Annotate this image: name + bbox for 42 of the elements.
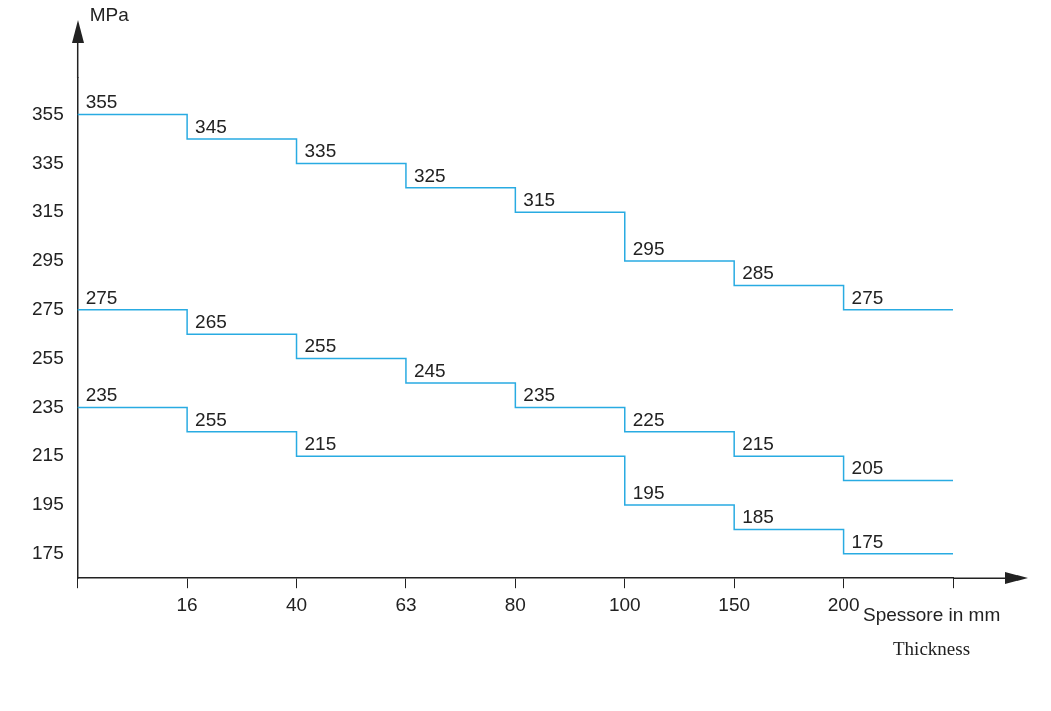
y-tick-label: 175 [32,542,64,564]
data-label: 235 [523,384,556,406]
data-label: 335 [304,140,337,162]
x-tick-label: 40 [285,593,308,615]
y-axis-title: MPa [89,4,130,26]
y-tick-label: 235 [32,395,64,417]
y-tick-label: 215 [32,444,64,466]
text: Thickness [893,637,971,659]
y-tick-label: 335 [32,151,64,173]
data-label: 275 [85,286,118,308]
data-label: 215 [304,432,337,454]
data-label: 325 [413,164,446,186]
x-tick-label: 150 [718,593,751,615]
data-label: 295 [632,237,665,259]
data-label: 235 [85,384,118,406]
x-tick-label: 63 [395,593,417,615]
data-label: 285 [742,262,774,284]
data-label: 185 [742,506,774,528]
data-label: 225 [632,408,665,430]
data-label: 265 [195,310,227,332]
x-tick-label: 16 [176,593,198,615]
data-label: 215 [742,432,774,454]
y-tick-label: 275 [32,298,64,320]
y-tick-label: 315 [32,200,64,222]
data-label: 355 [85,91,118,113]
annotation: 255 [195,408,227,430]
data-label: 245 [413,359,446,381]
y-tick-label: 255 [32,346,64,368]
data-label: 195 [632,481,665,503]
data-label: 315 [523,188,556,210]
x-tick-label: 80 [504,593,526,615]
x-tick-label: 100 [608,593,641,615]
y-tick-label: 295 [32,249,64,271]
y-tick-label: 355 [32,102,64,124]
data-label: 275 [851,286,884,308]
data-label: 175 [851,530,884,552]
x-axis-title: Spessore in mm [863,603,1001,625]
data-label: 345 [195,115,227,137]
y-tick-label: 195 [32,493,64,515]
data-label: 205 [851,457,884,479]
data-label: 255 [304,335,337,357]
x-tick-label: 200 [827,593,860,615]
